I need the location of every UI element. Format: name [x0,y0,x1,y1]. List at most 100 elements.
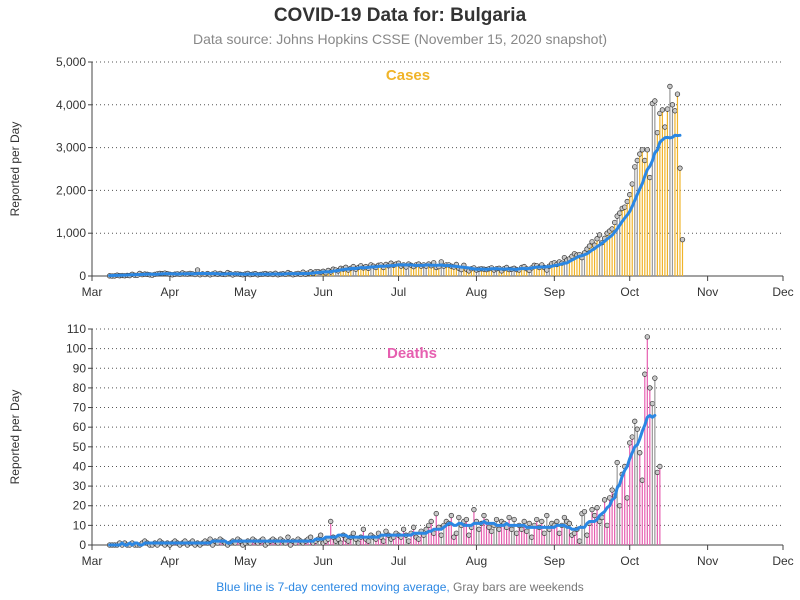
cases-xtick-label: May [234,285,257,299]
deaths-xtick-label: Oct [620,554,639,568]
deaths-point [338,540,344,546]
cases-point [624,198,630,205]
cases-point [639,147,645,153]
cases-point [667,83,673,90]
deaths-point [584,532,590,538]
deaths-point [526,520,532,527]
deaths-point [380,538,387,544]
cases-point [609,226,615,232]
deaths-point [534,516,540,523]
page-title: COVID-19 Data for: Bulgaria [273,5,527,26]
deaths-point [601,497,608,503]
cases-point [644,147,650,153]
deaths-ytick-label: 40 [73,459,87,473]
deaths-point [488,528,495,534]
deaths-xtick-label: Sep [544,554,566,568]
deaths-point [360,526,367,532]
deaths-point [493,516,500,523]
deaths-point [614,459,620,466]
deaths-ytick-label: 80 [73,381,87,395]
cases-point [634,157,640,164]
deaths-ytick-label: 10 [73,518,87,532]
cases-xtick-label: Jul [391,285,406,299]
cases-ytick-label: 1,000 [56,226,86,240]
deaths-point [566,520,573,527]
deaths-point [405,538,412,544]
deaths-point [355,540,361,546]
deaths-point [350,530,356,536]
cases-point [438,259,444,265]
deaths-xtick-label: May [234,554,257,568]
deaths-point [328,518,334,525]
footnote: Blue line is 7-day centered moving avera… [0,580,800,594]
deaths-bars [106,334,663,548]
cases-xtick-label: Sep [544,285,566,299]
cases-panel-label: Cases [386,67,430,84]
deaths-point [627,440,633,446]
cases-point [677,165,683,171]
deaths-point [654,469,661,475]
cases-point [669,102,676,108]
deaths-point [594,505,600,511]
cases-point [194,267,201,273]
cases-xtick-label: Oct [620,285,639,299]
deaths-point [519,526,525,532]
deaths-xtick-label: Aug [466,554,487,568]
deaths-point [466,532,472,538]
deaths-point [471,507,477,513]
deaths-point [438,532,444,538]
cases-ytick-label: 4,000 [56,98,86,112]
deaths-point [632,418,638,424]
page-subtitle: Data source: Johns Hopkins CSSE (Novembe… [193,31,607,47]
cases-ytick-label: 2,000 [56,183,86,197]
cases-moving-average-line [108,133,682,278]
deaths-point [581,508,588,515]
cases-point [589,239,595,245]
deaths-point [318,532,324,538]
cases-xtick-label: Nov [697,285,718,299]
deaths-point [591,512,598,519]
deaths-xtick-label: Dec [772,554,793,568]
cases-point [637,151,643,157]
cases-point [654,129,661,136]
deaths-point [637,450,643,456]
deaths-point [365,538,372,544]
deaths-point [456,514,462,521]
deaths-ytick-label: 0 [79,538,86,552]
deaths-point [463,516,470,523]
deaths-point [609,487,615,493]
cases-xtick-label: Aug [466,285,487,299]
deaths-point [544,512,550,519]
cases-xtick-label: Dec [772,285,793,299]
deaths-point [410,524,417,530]
deaths-point [476,526,482,532]
cases-point [659,107,666,113]
cases-point [586,243,593,249]
deaths-point [634,426,640,432]
cases-point [647,174,653,181]
cases-xtick-label: Apr [161,285,180,299]
cases-point [611,219,618,226]
cases-xtick-label: Mar [82,285,103,299]
deaths-point [647,385,653,391]
deaths-xtick-label: Mar [82,554,103,568]
deaths-point [428,518,434,525]
deaths-point [541,530,547,536]
deaths-point [652,375,658,381]
deaths-point [589,507,595,513]
deaths-point [448,512,454,519]
deaths-panel-label: Deaths [387,345,437,362]
deaths-point [629,434,635,440]
deaths-point [657,463,663,470]
footnote-weekends: Gray bars are weekends [449,580,584,594]
deaths-point [481,512,487,519]
deaths-point [554,518,560,525]
deaths-moving-average-line [108,413,657,547]
deaths-xtick-label: Jun [313,554,332,568]
deaths-point [511,516,517,523]
deaths-point [307,534,314,540]
cases-point [662,124,668,130]
cases-ytick-label: 5,000 [56,55,86,69]
cases-bars [106,83,686,279]
